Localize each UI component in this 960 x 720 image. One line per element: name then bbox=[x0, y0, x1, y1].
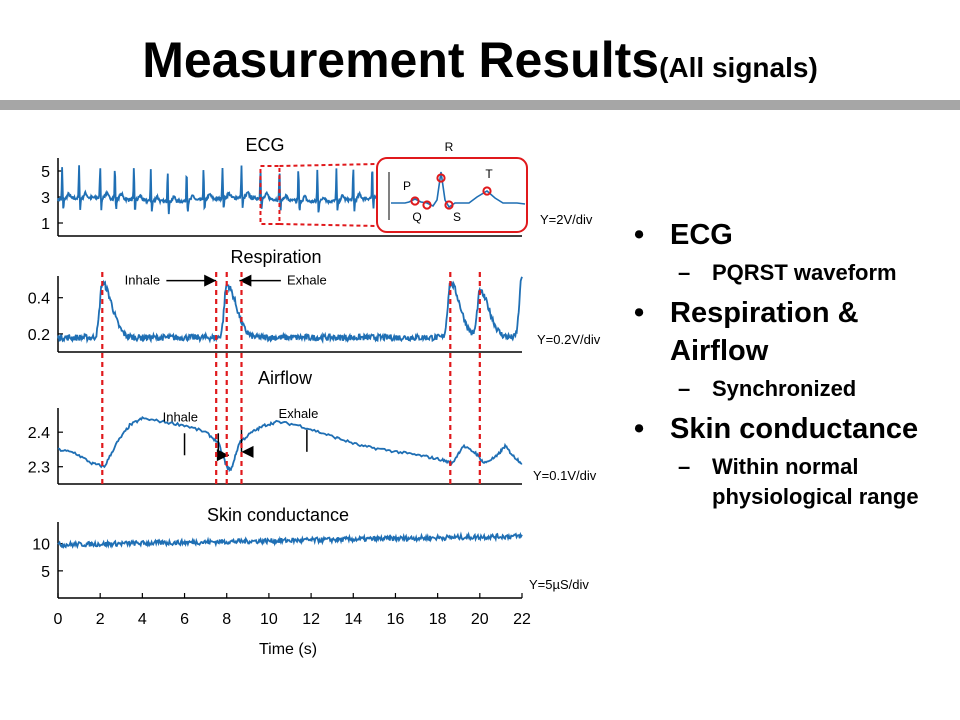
signal-line bbox=[57, 531, 523, 550]
x-tick-label: 16 bbox=[387, 611, 405, 628]
inset-label-s: S bbox=[453, 210, 461, 224]
x-tick-label: 4 bbox=[138, 611, 147, 628]
panel-title: ECG bbox=[245, 135, 284, 155]
sub-bullet-pqrst: – PQRST waveform bbox=[678, 260, 897, 285]
x-tick-label: 10 bbox=[260, 611, 278, 628]
panel-airflow: Airflow Y=0.1V/div 2.4 2.3 Inhale Exhale bbox=[28, 368, 597, 485]
inset-label-t: T bbox=[485, 167, 493, 181]
title-main: Measurement Results bbox=[142, 32, 660, 88]
sub-bullet-normal-range: – Within normal physiological range bbox=[678, 454, 919, 509]
annotation-label: Exhale bbox=[279, 406, 319, 421]
inset-point-p bbox=[410, 196, 420, 206]
zoom-box bbox=[259, 165, 281, 225]
title-rule bbox=[0, 100, 960, 110]
panel-skin-conductance: Skin conductance Y=5µS/div 10 5 0 2 4 6 8 10 12 14 1… bbox=[32, 505, 589, 658]
scale-label: Y=0.2V/div bbox=[537, 332, 601, 347]
y-tick-label: 3 bbox=[41, 190, 50, 207]
x-tick-label: 20 bbox=[471, 611, 489, 628]
signal-line bbox=[57, 415, 523, 473]
arrow-head bbox=[241, 445, 254, 458]
x-tick-label: 2 bbox=[96, 611, 105, 628]
annotation-label: Inhale bbox=[163, 409, 198, 424]
slide-title: Measurement Results(All signals) bbox=[0, 30, 960, 98]
sub-bullet-text: Synchronized bbox=[712, 376, 857, 401]
x-tick-label: 14 bbox=[344, 611, 362, 628]
sub-bullet-text: Within normal physiological range bbox=[712, 454, 919, 509]
inset-label-q: Q bbox=[412, 210, 421, 224]
y-tick-label: 10 bbox=[32, 537, 50, 554]
title-sub: (All signals) bbox=[659, 52, 818, 83]
inset-point-s bbox=[444, 200, 454, 210]
x-tick-label: 6 bbox=[180, 611, 189, 628]
x-tick-label: 22 bbox=[513, 611, 531, 628]
x-axis-label: Time (s) bbox=[259, 641, 317, 658]
panel-respiration: Respiration Y=0.2V/div 0.4 0.2 Inhale Exhale bbox=[28, 247, 601, 353]
zoom-connector bbox=[279, 163, 378, 167]
inset-waveform bbox=[391, 171, 526, 209]
bullet-ecg: ECG bbox=[632, 216, 952, 254]
bullet-respiration-airflow: Respiration & Airflow bbox=[632, 294, 952, 370]
inset-point-t bbox=[482, 186, 492, 196]
y-tick-label: 0.4 bbox=[28, 291, 50, 308]
inset-label-p: P bbox=[403, 179, 411, 193]
x-tick-label: 0 bbox=[54, 611, 63, 628]
inset-point-q bbox=[422, 200, 432, 210]
inset-label-r: R bbox=[445, 140, 454, 154]
y-tick-label: 5 bbox=[41, 164, 50, 181]
scale-label: Y=2V/div bbox=[540, 212, 593, 227]
ecg-inset: P Q R S T bbox=[376, 140, 528, 233]
arrow-head bbox=[204, 274, 217, 287]
sub-bullet-text: PQRST waveform bbox=[712, 260, 897, 285]
bullet-list: ECG –PQRST waveform Respiration & Airflo… bbox=[632, 210, 952, 518]
annotation-label: Inhale bbox=[125, 273, 160, 288]
scale-label: Y=5µS/div bbox=[529, 577, 589, 592]
arrow-head bbox=[216, 449, 229, 462]
y-tick-label: 2.4 bbox=[28, 425, 50, 442]
x-tick-label: 12 bbox=[302, 611, 320, 628]
scale-label: Y=0.1V/div bbox=[533, 468, 597, 483]
bullet-skin-conductance: Skin conductance bbox=[632, 410, 952, 448]
x-tick-label: 8 bbox=[222, 611, 231, 628]
sub-bullet-synchronized: – Synchronized bbox=[678, 376, 857, 401]
zoom-connector bbox=[279, 223, 378, 227]
y-tick-label: 0.2 bbox=[28, 327, 50, 344]
inset-point-r bbox=[436, 173, 446, 183]
y-tick-label: 1 bbox=[41, 216, 50, 233]
signals-chart: ECG Y=2V/div 5 3 1 Respiration Y=0.2V/div 0.4 0.… bbox=[28, 135, 601, 658]
panel-title: Airflow bbox=[258, 368, 313, 388]
y-tick-label: 2.3 bbox=[28, 460, 50, 477]
x-tick-label: 18 bbox=[429, 611, 447, 628]
y-tick-label: 5 bbox=[41, 564, 50, 581]
panel-title: Skin conductance bbox=[207, 505, 349, 525]
arrow-head bbox=[239, 274, 252, 287]
signal-line bbox=[57, 276, 523, 345]
inset-frame bbox=[376, 157, 528, 233]
annotation-label: Exhale bbox=[287, 273, 327, 288]
panel-title: Respiration bbox=[230, 247, 321, 267]
